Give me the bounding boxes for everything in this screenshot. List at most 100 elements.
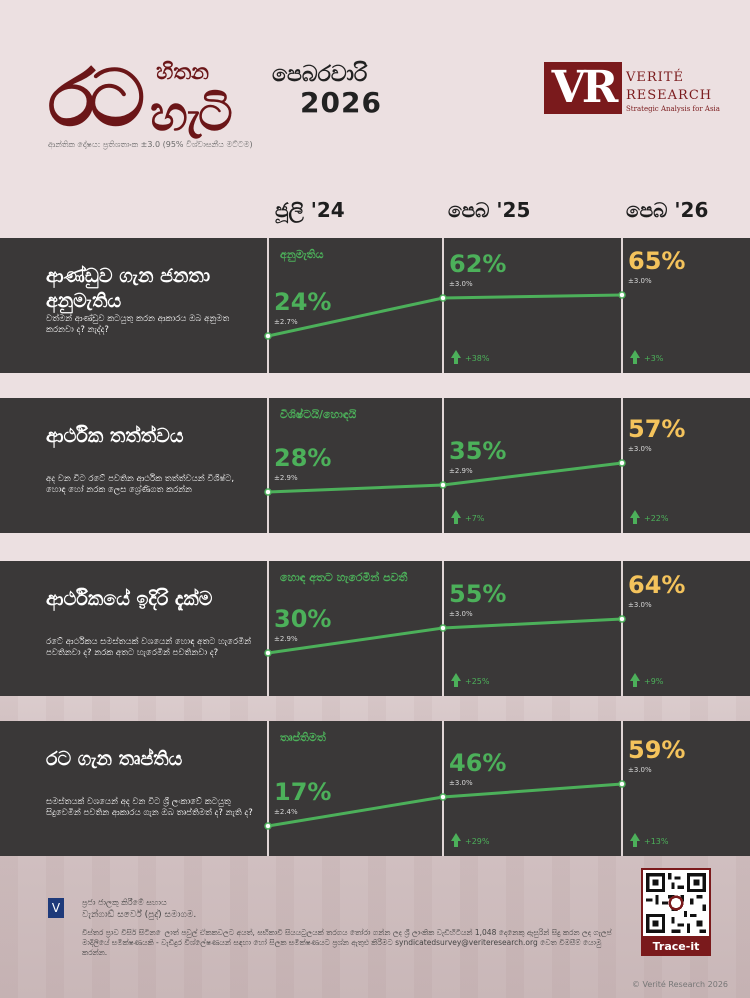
change-label: +29% <box>465 837 490 846</box>
indicator-panel: රට ගැන තෘප්තිය සමස්තයක් වශයෙන් අද වන විට … <box>0 721 750 856</box>
survey-question: රටේ ආර්ථිකය සමස්තයක් වශයෙන් හොඳ අතට හැරෙ… <box>46 637 252 658</box>
response-category-tag: විශිෂ්ටයි/හොඳයි <box>280 408 357 421</box>
increase-arrow-icon <box>630 350 640 364</box>
increase-arrow-icon <box>630 510 640 524</box>
brand-word-verite: VERITÉ <box>626 70 684 85</box>
survey-question: වත්මන් ආණ්ඩුව කටයුතු කරන ආකාරය ඔබ අනුමත … <box>46 314 230 335</box>
margin-of-error-label: ±3.0% <box>628 766 652 774</box>
trend-line-chart <box>264 615 626 657</box>
change-label: +25% <box>465 677 490 686</box>
margin-of-error-label: ±3.0% <box>449 779 473 787</box>
year-label: 2026 <box>300 86 382 119</box>
margin-of-error-label: ±3.0% <box>628 601 652 609</box>
change-label: +3% <box>644 354 664 363</box>
logo-rata: රට <box>48 54 145 144</box>
data-point <box>618 780 626 788</box>
data-point <box>264 649 272 657</box>
trace-it-button[interactable]: Trace-it <box>641 938 711 956</box>
margin-of-error-label: ±2.4% <box>274 808 298 816</box>
data-label: 28% <box>274 444 332 472</box>
data-point <box>439 294 447 302</box>
increase-arrow-icon <box>451 833 461 847</box>
change-label: +7% <box>465 514 485 523</box>
change-label: +9% <box>644 677 664 686</box>
data-point <box>618 615 626 623</box>
vr-mark: VR <box>544 62 622 114</box>
copyright: © Verité Research 2026 <box>631 980 728 989</box>
data-label: 30% <box>274 605 332 633</box>
change-label: +22% <box>644 514 669 523</box>
data-point <box>264 332 272 340</box>
margin-of-error-label: ±2.9% <box>274 474 298 482</box>
indicator-panel: ආර්ථික තත්ත්වය අද වන විට රටේ පවතින ආර්ථික… <box>0 398 750 533</box>
data-label: 64% <box>628 571 686 599</box>
indicator-title: රට ගැන තෘප්තිය <box>46 748 183 770</box>
footer-partner-name: වැන්ගාඩ් සර්වේ (පුද්) සමාගම. <box>82 910 197 920</box>
margin-of-error-label: ±2.9% <box>274 635 298 643</box>
column-divider <box>267 238 269 373</box>
data-label: 59% <box>628 736 686 764</box>
logo-hithana: හිතන <box>156 60 210 85</box>
month-label: පෙබරවාරි <box>272 62 368 87</box>
data-label: 46% <box>449 749 507 777</box>
data-label: 17% <box>274 778 332 806</box>
footer-methodology-note: විස්තර ප්‍රාව විසිර් සිටින ෙලාත් පවුල් ඒ… <box>82 928 612 957</box>
column-divider <box>621 721 623 856</box>
margin-of-error-label: ±2.9% <box>449 467 473 475</box>
margin-of-error-note: ආන්තික දෝෂය: ප්‍රතිශතාංක ±3.0 (95% විශ්ව… <box>48 140 253 149</box>
data-point <box>264 488 272 496</box>
column-divider <box>442 721 444 856</box>
margin-of-error-label: ±3.0% <box>628 277 652 285</box>
indicator-title: ආර්ථික තත්ත්වය <box>46 425 184 447</box>
indicator-title: ආර්ථිකයේ ඉදිරි දැක්ම <box>46 588 213 610</box>
increase-arrow-icon <box>630 833 640 847</box>
data-point <box>264 822 272 830</box>
trend-line-chart <box>264 291 626 340</box>
column-header-feb26: පෙබ '26 <box>626 198 709 222</box>
brand-word-research: RESEARCH <box>626 88 713 103</box>
brand-tagline: Strategic Analysis for Asia <box>626 105 720 113</box>
data-label: 24% <box>274 288 332 316</box>
data-label: 55% <box>449 580 507 608</box>
data-point <box>439 624 447 632</box>
response-category-tag: තෘප්තිමත් <box>280 731 326 744</box>
indicator-title: ආණ්ඩුව ගැන ජනතා අනුමැතිය <box>46 265 211 312</box>
change-label: +13% <box>644 837 669 846</box>
trend-line-chart <box>264 459 626 496</box>
qr-code-icon[interactable] <box>641 868 711 938</box>
data-point <box>439 481 447 489</box>
margin-of-error-label: ±3.0% <box>449 280 473 288</box>
margin-of-error-label: ±3.0% <box>449 610 473 618</box>
margin-of-error-label: ±3.0% <box>628 445 652 453</box>
indicator-panel: ආර්ථිකයේ ඉදිරි දැක්ම රටේ ආර්ථිකය සමස්තයක්… <box>0 561 750 696</box>
data-label: 57% <box>628 415 686 443</box>
column-header-feb25: පෙබ '25 <box>448 198 531 222</box>
column-divider <box>267 561 269 696</box>
logo-hati: හැටි <box>150 86 233 142</box>
data-point <box>439 793 447 801</box>
change-label: +38% <box>465 354 490 363</box>
vanguard-logo-icon: V <box>48 898 64 918</box>
data-point <box>618 291 626 299</box>
data-label: 65% <box>628 247 686 275</box>
data-label: 62% <box>449 250 507 278</box>
response-category-tag: අනුමැතිය <box>280 248 324 261</box>
indicator-panel: ආණ්ඩුව ගැන ජනතා අනුමැතිය වත්මන් ආණ්ඩුව කට… <box>0 238 750 373</box>
column-divider <box>442 238 444 373</box>
trend-line-chart <box>264 780 626 830</box>
increase-arrow-icon <box>630 673 640 687</box>
margin-of-error-label: ±2.7% <box>274 318 298 326</box>
increase-arrow-icon <box>451 673 461 687</box>
data-label: 35% <box>449 437 507 465</box>
response-category-tag: හොඳ අතට හැරෙමින් පවතී <box>280 571 408 584</box>
column-divider <box>621 561 623 696</box>
column-divider <box>442 398 444 533</box>
column-divider <box>267 721 269 856</box>
data-point <box>618 459 626 467</box>
survey-question: අද වන විට රටේ පවතින ආර්ථික තත්ත්වයන් විශ… <box>46 474 235 495</box>
increase-arrow-icon <box>451 510 461 524</box>
footer-partner-label: ප්‍රජා ජාලකු කිරීමේ සහාය <box>82 898 167 907</box>
increase-arrow-icon <box>451 350 461 364</box>
column-header-jul24: ජූලි '24 <box>275 198 345 222</box>
column-divider <box>267 398 269 533</box>
